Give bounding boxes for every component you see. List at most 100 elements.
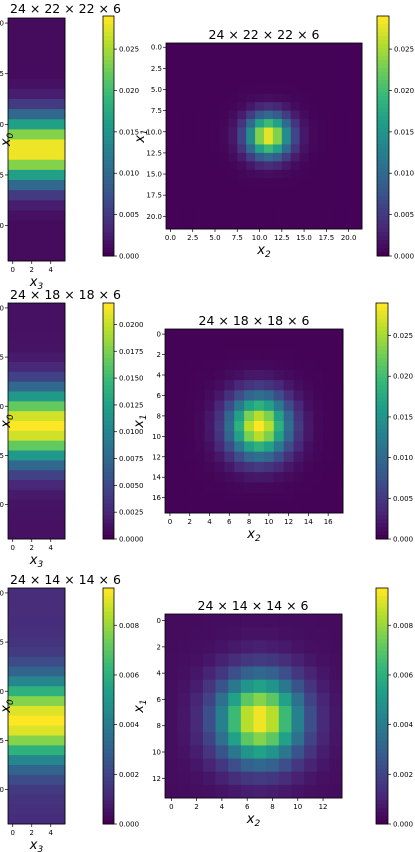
heatmap-cell [264,127,274,137]
heatmap-cell [333,441,344,453]
heatmap-cell [55,362,66,373]
heatmap-cell [264,152,274,162]
colorbar-frame [102,587,115,825]
heatmap-cell [190,719,204,733]
colorbar-segment [376,330,388,335]
colorbar-segment [376,623,388,628]
colorbar-segment [103,116,114,121]
heatmap-cell [291,771,305,786]
heatmap-cell [353,51,363,61]
heatmap-cell [246,144,256,154]
colorbar-segment [377,192,389,197]
heatmap-cell [293,380,304,391]
heatmap-cell [244,482,255,493]
heatmap-cell [333,502,344,514]
heatmap-cell [55,78,66,90]
heatmap-cell [219,186,229,196]
heatmap-cell [299,93,309,103]
y-tick-label: 0 [0,589,4,597]
colorbar-segment [103,322,114,328]
heatmap-cell [184,492,196,504]
colorbar-frame [375,587,389,825]
heatmap-cell [253,784,267,799]
heatmap-cell [166,59,176,69]
heatmap-cell [299,59,309,69]
heatmap-cell [174,161,185,171]
heatmap-cell [46,210,56,221]
heatmap-cell [253,666,267,681]
heatmap-cell [344,93,354,103]
x-tick-label: 4 [207,518,212,526]
heatmap-cell [55,312,66,324]
heatmap-cell [308,212,318,221]
colorbar-segment [103,310,114,316]
heatmap-cell [184,482,196,493]
heatmap-cell [219,178,229,188]
x-tick-label: 17.5 [319,234,335,242]
heatmap-cell [55,210,66,221]
heatmap-cell [278,653,292,667]
heatmap-cell [184,421,196,432]
heatmap-cell [228,627,242,641]
chart-title: 24 × 22 × 22 × 6 [209,27,320,42]
heatmap-cell [27,381,37,392]
heatmap-cell [27,607,37,618]
colorbar-segment [103,180,114,185]
heatmap-cell [326,76,336,86]
heatmap-cell [210,178,220,188]
heatmap-cell [46,312,56,324]
heatmap-cell [183,212,194,221]
heatmap-cell [55,430,66,442]
colorbar-segment [103,753,114,758]
colorbar-segment [376,729,388,735]
heatmap-cell [237,195,247,205]
heatmap-cell [183,203,194,213]
heatmap-cell [317,68,327,78]
heatmap-cell [278,745,292,759]
colorbar-segment [103,224,114,229]
heatmap-cell [264,144,274,154]
heatmap-cell [317,110,327,120]
heatmap-cell [228,186,238,196]
heatmap-cell [303,441,314,453]
heatmap-cell [202,758,216,773]
heatmap-cell [8,755,18,766]
heatmap-cell [214,339,225,350]
heatmap-cell [344,220,354,230]
heatmap-cell [27,352,37,363]
heatmap-cell [316,679,330,694]
colorbar-segment [376,393,388,398]
colorbar-segment [103,358,114,363]
heatmap-cell [308,136,318,145]
colorbar-segment [103,326,114,332]
heatmap-cell [278,771,292,786]
colorbar-segment [103,483,114,489]
heatmap-cell [192,144,203,154]
heatmap-cell [329,653,343,667]
colorbar-segment [376,354,388,359]
heatmap-cells [8,588,66,825]
colorbar-segment [376,635,388,640]
heatmap-cell [308,51,318,61]
heatmap-cell [192,76,203,86]
heatmap-cell [214,369,225,381]
heatmap-cell [194,502,205,514]
heatmap-cell [335,203,345,213]
heatmap-cell [254,492,265,504]
heatmap-cell [316,784,330,799]
heatmap-cell [8,401,18,412]
heatmap-cell [184,369,196,381]
heatmap-cell [273,451,285,463]
axes-frame [7,17,66,262]
heatmap-cell [55,686,66,697]
colorbar-segment [103,472,114,477]
heatmap-cell [224,349,235,361]
colorbar-segment [103,678,114,683]
heatmap-cell [27,430,37,442]
heatmap-cell [17,58,28,70]
heatmap-cell [316,706,330,720]
heatmap-cell [192,102,203,112]
colorbar-segment [377,156,389,161]
heatmap-cell [290,203,301,213]
heatmap-cell [290,51,301,61]
